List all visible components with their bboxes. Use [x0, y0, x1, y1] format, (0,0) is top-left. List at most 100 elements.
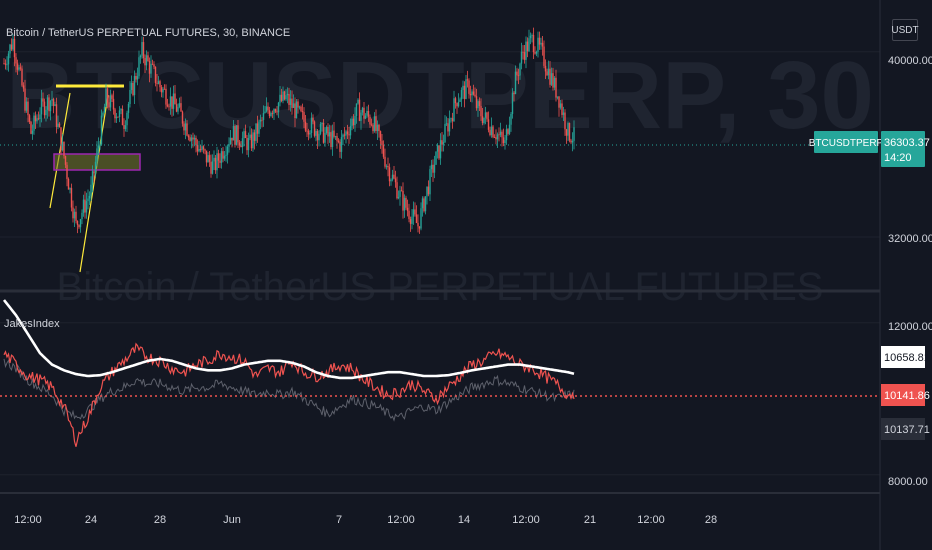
candle-body — [85, 201, 88, 213]
candle-body — [399, 190, 401, 197]
candle-body — [48, 97, 50, 112]
candle-body — [220, 151, 223, 163]
candle-body — [390, 179, 392, 182]
candle-body — [301, 111, 304, 113]
candle-body — [444, 124, 446, 143]
candle-body — [171, 96, 173, 109]
candle-body — [570, 140, 572, 143]
candle-body — [24, 88, 26, 111]
candle-body — [120, 108, 122, 111]
candle-body — [489, 129, 491, 136]
candle-body — [478, 101, 481, 107]
candle-body — [240, 145, 242, 148]
candle-body — [568, 123, 571, 141]
candle-body — [406, 207, 409, 211]
candle-body — [529, 35, 532, 39]
candle-body — [253, 132, 256, 141]
candle-body — [499, 131, 502, 135]
candle-body — [523, 52, 526, 60]
candle-body — [309, 132, 311, 135]
trendline-yellow-diag[interactable] — [49, 92, 71, 209]
candle-body — [508, 124, 511, 134]
candle-body — [34, 115, 37, 122]
candle-body — [78, 224, 80, 228]
candle-body — [165, 88, 167, 105]
candle-body — [288, 93, 290, 105]
candle-body — [247, 138, 250, 151]
candle-body — [81, 212, 83, 220]
candle-body — [148, 60, 151, 74]
candle-body — [246, 138, 248, 151]
candle-body — [84, 199, 86, 213]
candle-body — [490, 126, 493, 136]
candle-body — [280, 94, 283, 101]
candle-body — [160, 87, 163, 93]
trendline-yellow-diag-2[interactable] — [79, 94, 109, 273]
candle-body — [466, 79, 469, 81]
secondary-line — [3, 358, 575, 422]
candle-body — [481, 116, 484, 124]
candle-body — [565, 129, 568, 136]
symbol-watermark: BTCUSDTPERP, 30 — [6, 42, 874, 149]
candle-body — [394, 178, 397, 183]
candle-body — [178, 103, 181, 107]
moving-average-line — [2, 299, 575, 380]
candle-body — [558, 96, 560, 108]
candle-body — [126, 112, 128, 126]
candle-body — [420, 208, 422, 229]
price-tick-40000: 40000.00 — [888, 55, 932, 67]
candle-body — [547, 68, 550, 76]
candle-body — [145, 55, 148, 66]
candle-body — [303, 112, 305, 122]
candle-body — [522, 51, 524, 53]
candle-body — [409, 219, 412, 224]
candle-body — [559, 103, 562, 108]
candle-body — [12, 38, 14, 50]
candle-body — [58, 123, 61, 128]
candle-body — [384, 156, 386, 167]
candle-body — [250, 134, 253, 149]
currency-unit-button[interactable]: USDT — [891, 19, 919, 41]
candle-body — [232, 126, 235, 141]
candle-body — [150, 63, 152, 74]
candle-body — [388, 167, 391, 182]
candle-body — [496, 134, 499, 140]
candle-body — [460, 89, 463, 100]
time-axis[interactable]: 12:00 24 28 Jun 7 12:00 14 12:00 21 12:00 28 — [14, 514, 717, 526]
candle-body — [436, 145, 439, 152]
candle-body — [474, 94, 476, 97]
candle-body — [424, 196, 427, 212]
candle-body — [427, 186, 430, 195]
candle-body — [199, 149, 202, 151]
candle-body — [571, 140, 574, 143]
candle-body — [553, 77, 556, 88]
candle-body — [147, 55, 149, 61]
candle-body — [475, 96, 478, 109]
candle-body — [180, 103, 182, 112]
candle-body — [355, 103, 358, 117]
chart-title[interactable]: Bitcoin / TetherUS PERPETUAL FUTURES, 30… — [6, 27, 291, 39]
candle-body — [211, 161, 214, 174]
candle-body — [222, 151, 224, 159]
candle-body — [163, 88, 166, 90]
candle-body — [177, 106, 179, 112]
candle-body — [67, 178, 70, 190]
candle-body — [73, 211, 76, 219]
candle-body — [216, 153, 218, 171]
time-tick-label: 12:00 — [387, 514, 415, 526]
candle-body — [183, 123, 185, 131]
candle-body — [307, 130, 310, 135]
candle-body — [546, 71, 548, 76]
candle-body — [6, 64, 8, 66]
indicator-title[interactable]: JakesIndex — [4, 318, 60, 330]
candle-body — [505, 129, 508, 141]
time-tick-label: 12:00 — [637, 514, 665, 526]
candle-body — [484, 112, 487, 118]
candle-body — [21, 68, 23, 86]
candle-body — [439, 140, 442, 159]
candle-body — [273, 109, 275, 114]
candle-body — [531, 35, 533, 36]
candle-body — [393, 174, 395, 179]
candle-body — [487, 119, 490, 130]
